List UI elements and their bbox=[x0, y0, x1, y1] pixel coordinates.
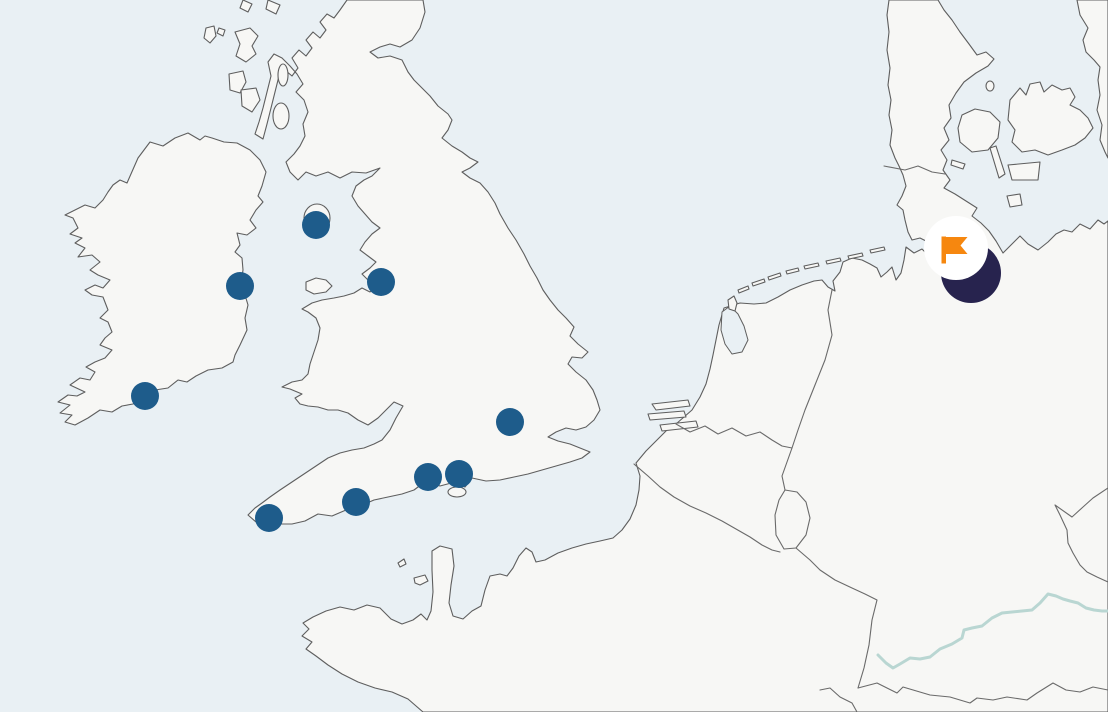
island-aero bbox=[950, 159, 966, 170]
island-langeland bbox=[989, 145, 1006, 179]
island-lolland bbox=[1007, 161, 1041, 181]
flag-cluster-marker[interactable] bbox=[924, 216, 1001, 303]
island-samso bbox=[985, 80, 995, 92]
border-belgium-france bbox=[633, 463, 781, 553]
border-netherlands-germany bbox=[791, 289, 833, 449]
sweden-landmass bbox=[1076, 0, 1108, 159]
location-marker-dot[interactable] bbox=[302, 211, 330, 239]
location-marker-dot[interactable] bbox=[255, 504, 283, 532]
border-germany-austria bbox=[857, 682, 1108, 704]
location-marker-dot[interactable] bbox=[367, 268, 395, 296]
island-bute bbox=[277, 63, 289, 87]
location-marker-dot[interactable] bbox=[496, 408, 524, 436]
island-zeeland-strip bbox=[651, 399, 691, 411]
island-anglesey bbox=[305, 277, 333, 295]
great-britain-landmass bbox=[247, 0, 601, 525]
island-channel bbox=[397, 558, 407, 568]
frisian-islands bbox=[737, 246, 886, 294]
border-switzerland bbox=[819, 687, 858, 712]
island-funen bbox=[957, 108, 1001, 153]
isle-of-wight bbox=[447, 486, 467, 498]
border-netherlands-belgium bbox=[675, 423, 793, 449]
island-arran bbox=[272, 102, 290, 130]
location-marker-dot[interactable] bbox=[342, 488, 370, 516]
island-texel bbox=[727, 295, 738, 312]
location-marker-dot[interactable] bbox=[131, 382, 159, 410]
hebrides-islands bbox=[203, 0, 281, 113]
island-zeeland-strip bbox=[647, 410, 687, 421]
border-france-germany bbox=[795, 547, 878, 689]
location-markers-layer bbox=[131, 211, 524, 532]
border-germany-czechia bbox=[1054, 487, 1108, 583]
ireland-landmass bbox=[57, 132, 267, 426]
location-marker-dot[interactable] bbox=[226, 272, 254, 300]
border-denmark-germany bbox=[883, 165, 946, 175]
country-borders bbox=[633, 165, 1108, 712]
border-belgium-germany bbox=[781, 447, 793, 491]
island-channel bbox=[413, 574, 429, 586]
location-marker-dot[interactable] bbox=[414, 463, 442, 491]
river-danube bbox=[876, 592, 1108, 670]
island-zealand bbox=[1007, 81, 1094, 156]
island-fehmarn bbox=[1006, 193, 1023, 208]
location-marker-dot[interactable] bbox=[445, 460, 473, 488]
orange-flag-icon bbox=[941, 236, 968, 264]
